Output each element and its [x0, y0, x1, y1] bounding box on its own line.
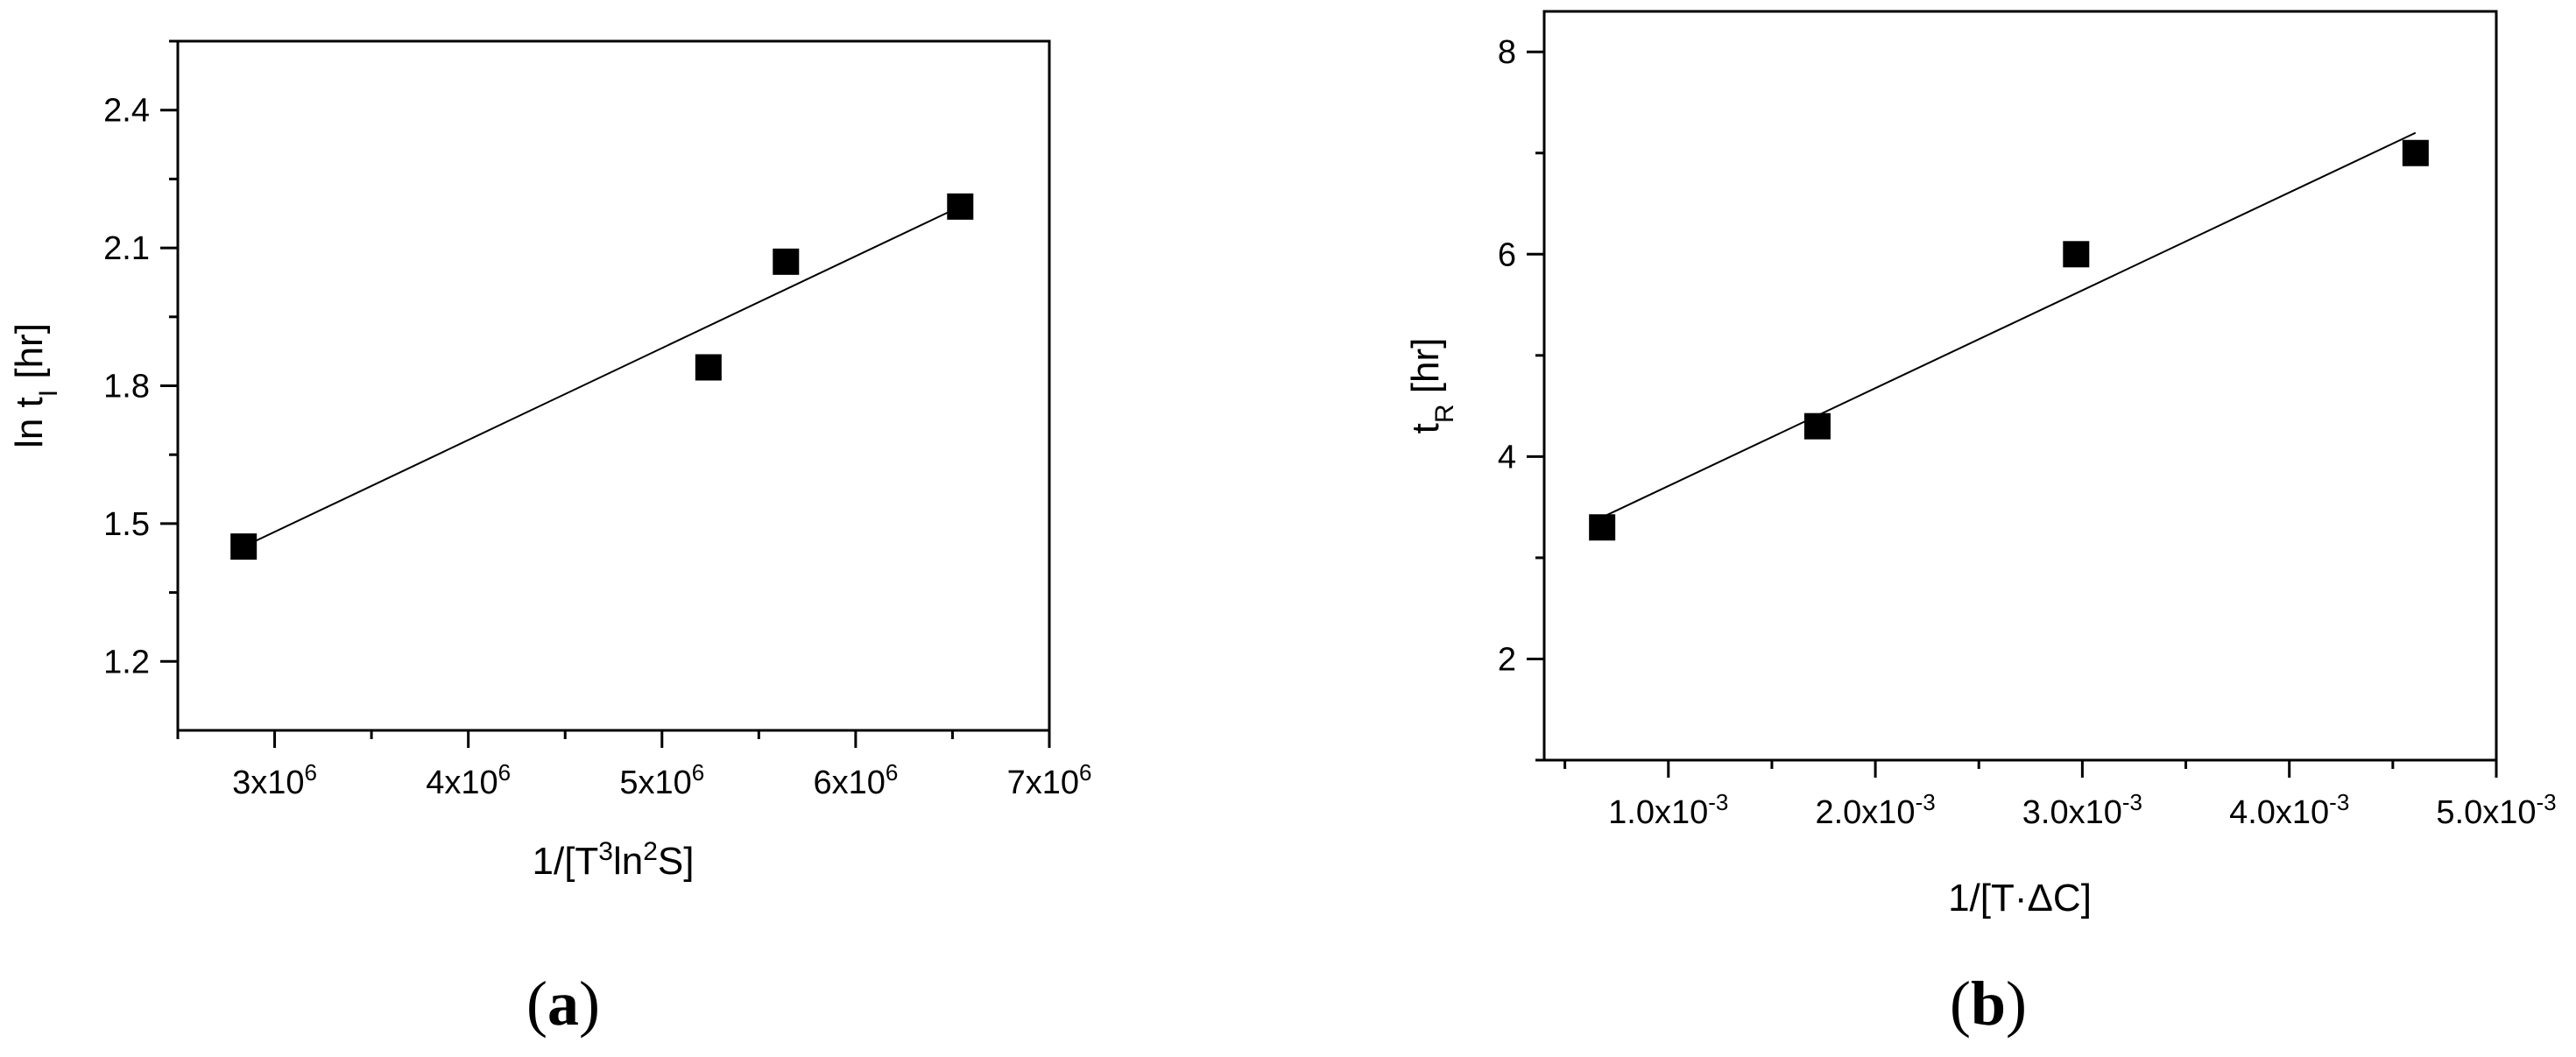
y-tick-label: 2.1 [103, 230, 150, 267]
panel-label: (b) [1950, 969, 2027, 1039]
data-point-3 [2063, 241, 2090, 268]
y-axis-title: tR [hr] [1404, 338, 1459, 434]
fit-line [1601, 131, 2417, 518]
chart-panel-b: 1.0x10-3 2.0x10-3 3.0x10-3 4.0x10-3 5.0x10-3… [1404, 10, 2557, 1039]
data-point-2 [695, 354, 722, 381]
x-axis-title: 1/[T3ln2S] [533, 837, 695, 884]
data-point-4 [947, 193, 974, 220]
y-tick-label: 1.5 [103, 506, 150, 543]
data-point-1 [1589, 514, 1616, 541]
x-tick-label: 5.0x10-3 [2436, 789, 2556, 831]
plot-frame [176, 39, 1051, 732]
y-tick-label: 2.4 [103, 93, 150, 130]
x-tick-label: 3x106 [232, 759, 317, 801]
y-tick-label: 1.2 [103, 644, 150, 680]
y-tick-label: 2 [1498, 641, 1516, 678]
y-tick-label: 6 [1498, 236, 1516, 273]
data-point-3 [773, 248, 800, 275]
x-tick-label: 1.0x10-3 [1608, 789, 1728, 831]
plot-frame [1542, 10, 2498, 762]
y-tick-label: 1.8 [103, 369, 150, 405]
x-tick-label: 5x106 [619, 759, 704, 801]
y-tick-label: 8 [1498, 34, 1516, 71]
x-tick-label: 3.0x10-3 [2022, 789, 2142, 831]
x-axis-title: 1/[T·ΔC] [1948, 877, 2092, 920]
panel-label: (a) [526, 969, 600, 1039]
chart-panel-a: 3x106 4x106 5x106 6x106 7x106 1.2 1.5 1.8 2.1 2.4… [8, 39, 1092, 1039]
y-axis-title: ln tI [hr] [8, 323, 63, 448]
data-point-2 [1803, 412, 1831, 440]
fit-line [243, 205, 961, 548]
x-tick-label: 7x106 [1007, 759, 1092, 801]
x-tick-label: 4x106 [426, 759, 511, 801]
x-tick-label: 4.0x10-3 [2229, 789, 2349, 831]
data-point-1 [230, 533, 258, 560]
x-tick-label: 6x106 [813, 759, 898, 801]
y-tick-label: 4 [1498, 439, 1516, 476]
x-tick-label: 2.0x10-3 [1815, 789, 1935, 831]
data-point-4 [2402, 139, 2429, 166]
